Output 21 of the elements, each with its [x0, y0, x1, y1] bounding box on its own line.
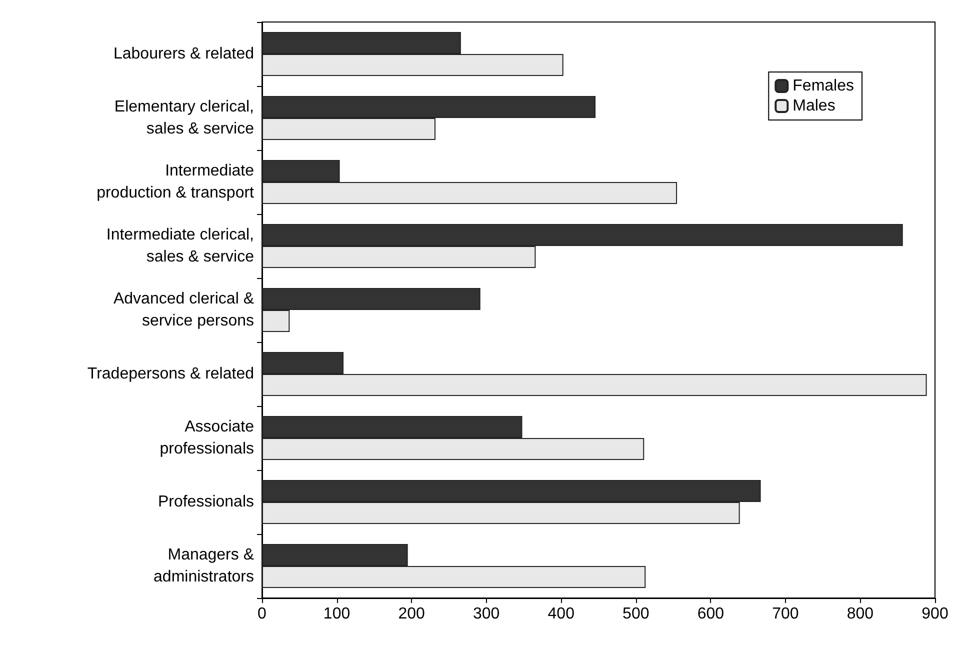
y-tick-label: Managers & administrators: [154, 546, 254, 586]
x-tick-label: 100: [323, 606, 350, 622]
x-tick-label: 500: [622, 606, 650, 622]
y-tick-label: Advanced clerical & service persons: [113, 290, 254, 330]
x-tick-label: 0: [258, 606, 267, 622]
y-tick-label: Tradepersons & related: [87, 366, 254, 382]
y-tick-label: Labourers & related: [113, 46, 254, 62]
x-tick-label: 300: [472, 606, 500, 622]
y-tick-label: Elementary clerical, sales & service: [114, 98, 254, 138]
x-tick-label: 600: [697, 606, 724, 622]
legend-label: Males: [792, 98, 836, 114]
x-tick-label: 800: [846, 606, 874, 622]
x-tick-label: 700: [772, 606, 799, 622]
y-tick-label: Professionals: [158, 494, 254, 510]
x-tick-label: 200: [398, 606, 425, 622]
x-tick-label: 900: [922, 606, 948, 622]
y-tick-label: Associate professionals: [160, 418, 254, 458]
x-tick-label: 400: [548, 606, 575, 622]
legend-label: Females: [792, 78, 854, 94]
y-tick-label: Intermediate production & transport: [96, 162, 255, 202]
y-tick-label: Intermediate clerical, sales & service: [106, 226, 254, 266]
